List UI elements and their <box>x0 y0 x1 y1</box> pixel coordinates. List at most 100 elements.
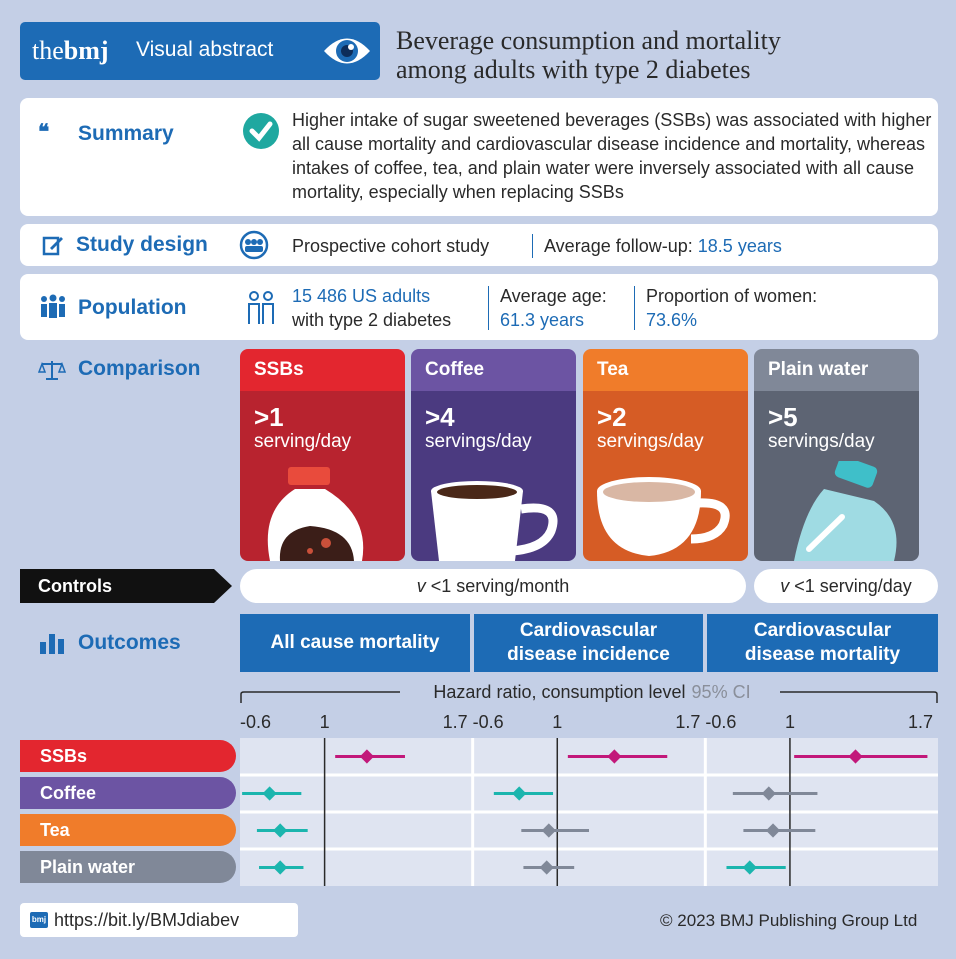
comparison-card: SSBs >1 serving/day <box>240 349 405 561</box>
bmj-visual-abstract-badge: thebmj Visual abstract <box>20 22 380 80</box>
forest-row-label: SSBs <box>20 740 236 772</box>
url-box[interactable]: bmj https://bit.ly/BMJdiabev <box>20 903 298 937</box>
point-estimate <box>541 823 556 838</box>
point-estimate <box>273 823 288 838</box>
ci-label: 95% CI <box>691 682 751 702</box>
axis-tick-label: 1.7 <box>675 712 701 732</box>
control-second-value: <1 serving/day <box>794 576 912 596</box>
point-estimate <box>848 749 863 764</box>
summary-label: Summary <box>78 122 174 145</box>
logo-the: the <box>32 36 64 65</box>
logo-bmj: bmj <box>63 36 109 65</box>
population-label: Population <box>78 296 187 319</box>
population-count: 15 486 US adults with type 2 diabetes <box>292 284 451 332</box>
followup-value: 18.5 years <box>697 236 782 256</box>
followup: Average follow-up: 18.5 years <box>544 234 782 258</box>
card-body: >2 servings/day <box>583 391 748 561</box>
summary-panel: ❝ Summary Higher intake of sugar sweeten… <box>20 98 938 216</box>
control-ssb-coffee-tea: v <1 serving/month <box>240 569 746 603</box>
axis-title: Hazard ratio, consumption level <box>427 682 692 702</box>
card-title: Coffee <box>411 349 576 391</box>
control-first: v <1 serving/month <box>240 574 746 598</box>
axis-tick-label: 1 <box>784 712 795 732</box>
check-icon <box>243 113 279 149</box>
outcome-cvd-mortality: Cardiovascular disease mortality <box>707 614 938 672</box>
outcome-cvd-incidence: Cardiovascular disease incidence <box>474 614 703 672</box>
axis-tick-label: 1 <box>319 712 330 732</box>
age-label: Average age: <box>500 286 607 306</box>
age-value: 61.3 years <box>500 310 585 330</box>
axis-tick-label: -0.6 <box>472 712 504 732</box>
point-estimate <box>273 860 288 875</box>
point-estimate <box>765 823 781 838</box>
population-panel: Population 15 486 US adults with type 2 … <box>20 274 938 340</box>
axis-tick-label: -0.6 <box>705 712 737 732</box>
control-v: v <box>780 576 790 596</box>
pencil-icon <box>42 236 63 256</box>
axis-tick-label: -0.6 <box>240 712 272 732</box>
axis-bracket <box>240 691 938 703</box>
forest-row-label: Coffee <box>20 777 236 809</box>
card-body: >4 servings/day <box>411 391 576 561</box>
bmj-small-icon: bmj <box>30 912 48 928</box>
card-amount: >1 <box>254 402 284 432</box>
axis-tick-label: 1.7 <box>442 712 468 732</box>
point-estimate <box>761 786 776 801</box>
bar-chart-icon <box>40 634 64 654</box>
average-age: Average age: 61.3 years <box>500 284 607 332</box>
copyright: © 2023 BMJ Publishing Group Ltd <box>660 911 918 930</box>
axis-title-wrap: Hazard ratio, consumption level 95% CI <box>240 682 938 703</box>
summary-text: Higher intake of sugar sweetened beverag… <box>292 110 932 202</box>
card-body: >1 serving/day <box>240 391 405 561</box>
study-design-panel: Study design Prospective cohort study Av… <box>20 224 938 266</box>
followup-label: Average follow-up: <box>544 236 693 256</box>
card-amount: >2 <box>597 402 627 432</box>
card-unit: servings/day <box>425 431 532 452</box>
cohort-icon <box>239 230 269 260</box>
population-count-line1: 15 486 US adults <box>292 286 431 306</box>
control-water: v <1 serving/day <box>754 569 938 603</box>
title-line-2: among adults with type 2 diabetes <box>396 55 751 84</box>
title-line-1: Beverage consumption and mortality <box>396 26 781 55</box>
card-amount: >4 <box>425 402 455 432</box>
axis-tick-label: 1.7 <box>908 712 934 732</box>
point-estimate <box>539 860 554 875</box>
controls-tag: Controls <box>20 569 232 603</box>
card-unit: servings/day <box>597 431 704 452</box>
bmj-logo: thebmj <box>32 36 109 66</box>
comparison-card: Plain water >5 servings/day <box>754 349 919 561</box>
water-bottle-icon <box>794 461 897 561</box>
point-estimate <box>742 860 757 875</box>
outcome-all-cause: All cause mortality <box>240 614 470 672</box>
badge-label: Visual abstract <box>136 38 274 61</box>
women-value: 73.6% <box>646 310 698 330</box>
study-design-label: Study design <box>76 233 208 256</box>
comparison-label: Comparison <box>78 357 201 380</box>
forest-row-label: Plain water <box>20 851 236 883</box>
tea-cup-icon <box>597 477 730 556</box>
axis-tick-label: 1 <box>552 712 563 732</box>
forest-row-label: Tea <box>20 814 236 846</box>
people-icon <box>41 294 65 318</box>
point-estimate <box>607 749 622 764</box>
control-second: v <1 serving/day <box>754 574 938 598</box>
eye-icon <box>324 38 370 64</box>
study-design-text: Prospective cohort study <box>292 236 490 256</box>
card-unit: serving/day <box>254 431 352 452</box>
divider <box>634 286 635 330</box>
card-amount: >5 <box>768 402 798 432</box>
divider <box>488 286 489 330</box>
women-label: Proportion of women: <box>646 286 818 306</box>
controls-tag-shape <box>20 569 232 603</box>
point-estimate <box>359 749 374 764</box>
comparison-card: Coffee >4 servings/day <box>411 349 576 561</box>
divider <box>532 234 533 258</box>
scales-icon <box>38 361 66 380</box>
page-title: Beverage consumption and mortality among… <box>396 26 936 84</box>
coffee-cup-icon <box>431 481 558 561</box>
footer-url[interactable]: https://bit.ly/BMJdiabev <box>54 910 240 930</box>
quote-icon: ❝ <box>38 121 50 144</box>
card-body: >5 servings/day <box>754 391 919 561</box>
women-proportion: Proportion of women: 73.6% <box>646 284 817 332</box>
controls-label: Controls <box>38 576 112 596</box>
